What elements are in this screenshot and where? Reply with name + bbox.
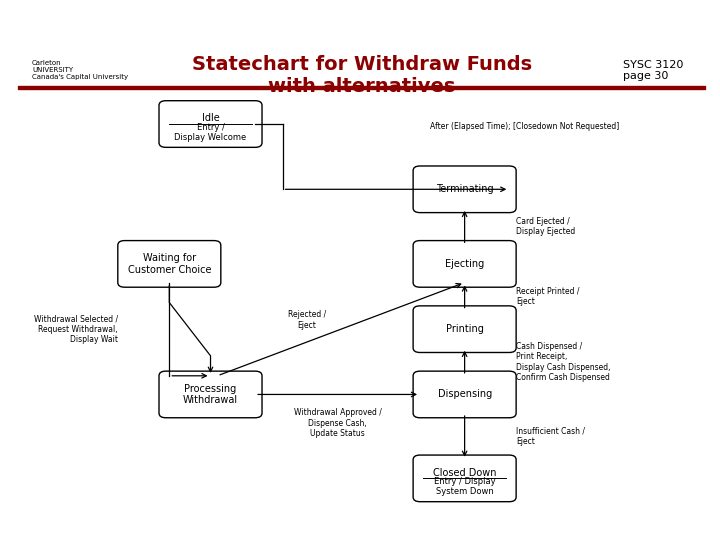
Text: Waiting for
Customer Choice: Waiting for Customer Choice (127, 253, 211, 275)
Text: Dispensing: Dispensing (438, 389, 492, 400)
FancyBboxPatch shape (159, 371, 262, 418)
Text: Printing: Printing (446, 324, 484, 334)
Text: SYSC 3120
page 30: SYSC 3120 page 30 (623, 59, 683, 81)
Text: Cash Dispensed /
Print Receipt,
Display Cash Dispensed,
Confirm Cash Dispensed: Cash Dispensed / Print Receipt, Display … (516, 342, 611, 382)
Text: Rejected /
Eject: Rejected / Eject (287, 310, 325, 329)
Text: Processing
Withdrawal: Processing Withdrawal (183, 383, 238, 405)
Text: Withdrawal Approved /
Dispense Cash,
Update Status: Withdrawal Approved / Dispense Cash, Upd… (294, 408, 382, 438)
FancyBboxPatch shape (413, 455, 516, 502)
Text: Carleton
UNIVERSITY
Canada's Capital University: Carleton UNIVERSITY Canada's Capital Uni… (32, 60, 128, 80)
Bar (18, 86, 705, 89)
Text: Receipt Printed /
Eject: Receipt Printed / Eject (516, 287, 580, 306)
FancyBboxPatch shape (413, 306, 516, 353)
Text: Closed Down: Closed Down (433, 468, 496, 478)
FancyBboxPatch shape (159, 100, 262, 147)
Text: Ejecting: Ejecting (445, 259, 485, 269)
Text: Idle: Idle (202, 113, 220, 124)
Text: Insufficient Cash /
Eject: Insufficient Cash / Eject (516, 427, 585, 446)
Text: Entry / Display
System Down: Entry / Display System Down (434, 477, 495, 496)
Text: Entry /
Display Welcome: Entry / Display Welcome (174, 123, 247, 142)
FancyBboxPatch shape (413, 166, 516, 213)
Text: Withdrawal Selected /
Request Withdrawal,
Display Wait: Withdrawal Selected / Request Withdrawal… (34, 314, 118, 344)
FancyBboxPatch shape (413, 241, 516, 287)
Text: Terminating: Terminating (436, 184, 493, 194)
FancyBboxPatch shape (413, 371, 516, 418)
FancyBboxPatch shape (118, 241, 221, 287)
Text: After (Elapsed Time); [Closedown Not Requested]: After (Elapsed Time); [Closedown Not Req… (431, 122, 619, 131)
Text: Statechart for Withdraw Funds
with alternatives: Statechart for Withdraw Funds with alter… (192, 55, 531, 96)
Text: Card Ejected /
Display Ejected: Card Ejected / Display Ejected (516, 217, 575, 237)
